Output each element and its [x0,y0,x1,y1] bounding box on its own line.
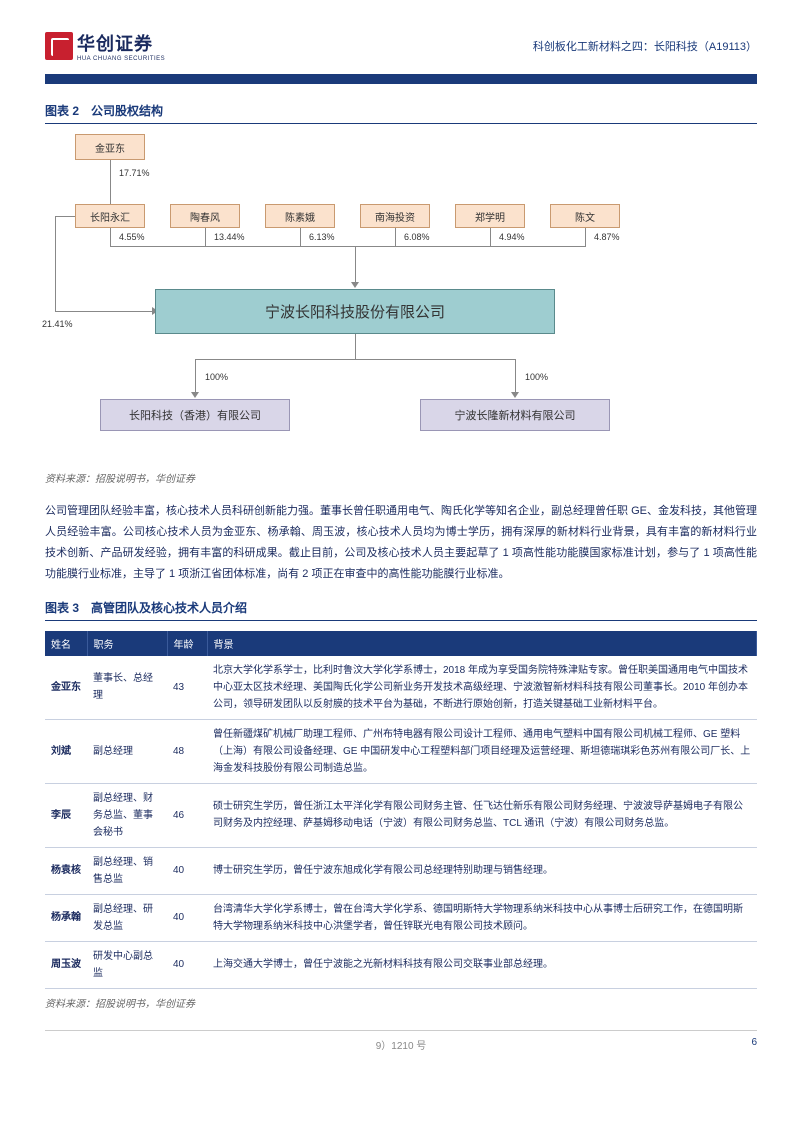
table-row: 周玉波研发中心副总监40上海交通大学博士，曾任宁波能之光新材料科技有限公司交联事… [45,941,757,988]
col-background: 背景 [207,631,757,656]
arrow-down-icon [351,282,359,288]
table-cell: 副总经理、财务总监、董事会秘书 [87,783,167,847]
pct-left: 21.41% [40,319,75,329]
table-cell: 金亚东 [45,656,87,720]
page-header: 华创证券 HUA CHUANG SECURITIES 科创板化工新材料之四：长阳… [45,30,757,62]
pct-b-1: 100% [523,372,550,382]
management-table: 姓名 职务 年龄 背景 金亚东董事长、总经理43北京大学化学系学士，比利时鲁汶大… [45,631,757,989]
pct-r2-3: 6.08% [402,232,432,242]
table-cell: 硕士研究生学历，曾任浙江太平洋化学有限公司财务主管、任飞达仕新乐有限公司财务经理… [207,783,757,847]
body-paragraph: 公司管理团队经验丰富，核心技术人员科研创新能力强。董事长曾任职通用电气、陶氏化学… [45,501,757,585]
edge-top-pct: 17.71% [117,168,152,178]
table-cell: 40 [167,847,207,894]
table-cell: 曾任新疆煤矿机械厂助理工程师、广州布特电器有限公司设计工程师、通用电气塑料中国有… [207,719,757,783]
pct-r2-4: 4.94% [497,232,527,242]
table-cell: 副总经理、销售总监 [87,847,167,894]
pct-r2-0: 4.55% [117,232,147,242]
table-cell: 40 [167,894,207,941]
node-r2-3: 南海投资 [360,204,430,228]
figure-2-source: 资料来源：招股说明书，华创证券 [45,470,757,485]
table-row: 杨承翰副总经理、研发总监40台湾清华大学化学系博士，曾在台湾大学化学系、德国明斯… [45,894,757,941]
pct-r2-1: 13.44% [212,232,247,242]
pct-b-0: 100% [203,372,230,382]
table-cell: 副总经理 [87,719,167,783]
node-b-0: 长阳科技（香港）有限公司 [100,399,290,431]
table-cell: 北京大学化学系学士，比利时鲁汶大学化学系博士，2018 年成为享受国务院特殊津贴… [207,656,757,720]
table-cell: 研发中心副总监 [87,941,167,988]
node-r2-0: 长阳永汇 [75,204,145,228]
table-cell: 董事长、总经理 [87,656,167,720]
ownership-chart: 金亚东 17.71% 长阳永汇 陶春风 陈素娥 南海投资 郑学明 陈文 4.55… [45,134,757,464]
table-cell: 43 [167,656,207,720]
table-cell: 刘斌 [45,719,87,783]
figure-2-title: 图表 2 公司股权结构 [45,102,757,124]
col-position: 职务 [87,631,167,656]
node-b-1: 宁波长隆新材料有限公司 [420,399,610,431]
arrow-down-icon [511,392,519,398]
table-cell: 台湾清华大学化学系博士，曾在台湾大学化学系、德国明斯特大学物理系纳米科技中心从事… [207,894,757,941]
table-row: 杨袁核副总经理、销售总监40博士研究生学历，曾任宁波东旭成化学有限公司总经理特别… [45,847,757,894]
node-center: 宁波长阳科技股份有限公司 [155,289,555,334]
header-subtitle: 科创板化工新材料之四：长阳科技（A19113） [533,38,757,54]
logo: 华创证券 HUA CHUANG SECURITIES [45,30,165,62]
table-cell: 李辰 [45,783,87,847]
footer-center: 9）1210 号 [376,1041,427,1052]
table-cell: 副总经理、研发总监 [87,894,167,941]
node-r2-1: 陶春风 [170,204,240,228]
pct-r2-2: 6.13% [307,232,337,242]
table-row: 李辰副总经理、财务总监、董事会秘书46硕士研究生学历，曾任浙江太平洋化学有限公司… [45,783,757,847]
arrow-down-icon [191,392,199,398]
col-age: 年龄 [167,631,207,656]
node-r2-5: 陈文 [550,204,620,228]
logo-text-en: HUA CHUANG SECURITIES [77,56,165,62]
figure-3-source: 资料来源：招股说明书，华创证券 [45,995,757,1010]
table-cell: 40 [167,941,207,988]
table-header-row: 姓名 职务 年龄 背景 [45,631,757,656]
logo-text-cn: 华创证券 [77,30,165,56]
page-footer: 9）1210 号 6 [45,1030,757,1052]
table-cell: 46 [167,783,207,847]
logo-mark-icon [45,32,73,60]
table-cell: 周玉波 [45,941,87,988]
table-cell: 博士研究生学历，曾任宁波东旭成化学有限公司总经理特别助理与销售经理。 [207,847,757,894]
page-number: 6 [751,1037,757,1048]
node-top: 金亚东 [75,134,145,160]
table-cell: 上海交通大学博士，曾任宁波能之光新材料科技有限公司交联事业部总经理。 [207,941,757,988]
table-row: 刘斌副总经理48曾任新疆煤矿机械厂助理工程师、广州布特电器有限公司设计工程师、通… [45,719,757,783]
pct-r2-5: 4.87% [592,232,622,242]
table-cell: 杨袁核 [45,847,87,894]
table-cell: 48 [167,719,207,783]
col-name: 姓名 [45,631,87,656]
figure-3-title: 图表 3 高管团队及核心技术人员介绍 [45,599,757,621]
table-row: 金亚东董事长、总经理43北京大学化学系学士，比利时鲁汶大学化学系博士，2018 … [45,656,757,720]
node-r2-4: 郑学明 [455,204,525,228]
header-bar [45,74,757,84]
table-cell: 杨承翰 [45,894,87,941]
node-r2-2: 陈素娥 [265,204,335,228]
